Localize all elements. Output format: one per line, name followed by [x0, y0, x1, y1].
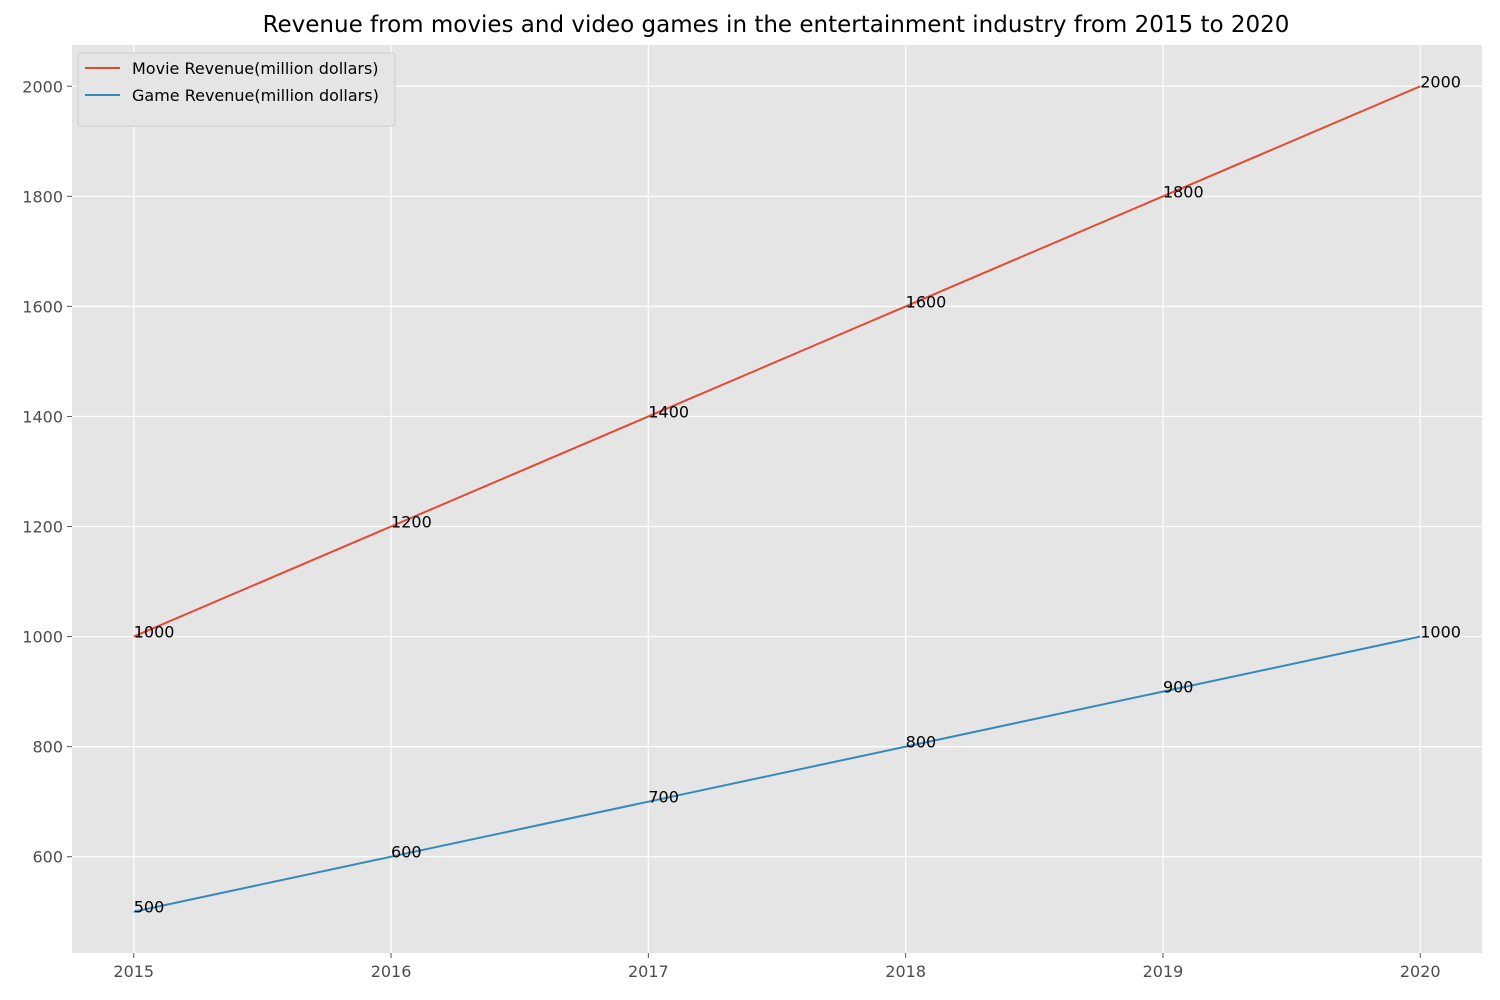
data-label: 800 [906, 733, 937, 752]
x-tick-label: 2020 [1400, 962, 1441, 981]
series-line-1 [133, 85, 1421, 638]
legend-label-2: Game Revenue(million dollars) [132, 86, 379, 105]
data-label: 1000 [1420, 623, 1461, 642]
x-tick-label: 2018 [885, 962, 926, 981]
x-axis-ticks: 2015 2016 2017 2018 2019 2020 [113, 953, 1441, 981]
data-label: 1000 [134, 623, 175, 642]
legend-label-1: Movie Revenue(million dollars) [132, 59, 379, 78]
plot-area [72, 45, 1482, 953]
data-label: 600 [391, 843, 422, 862]
x-tick-label: 2016 [371, 962, 412, 981]
y-tick-label: 1000 [22, 628, 63, 647]
y-tick-label: 600 [32, 848, 63, 867]
y-tick-label: 1200 [22, 518, 63, 537]
data-labels: 1000 1200 1400 1600 1800 2000 500 600 700 800 900 1… [134, 72, 1461, 916]
y-tick-label: 1800 [22, 187, 63, 206]
series-line-2 [133, 635, 1421, 913]
data-label: 2000 [1420, 72, 1461, 91]
data-label: 1600 [906, 292, 947, 311]
legend: Movie Revenue(million dollars) Game Reven… [77, 52, 396, 127]
series-group [133, 85, 1421, 913]
x-tick-label: 2017 [628, 962, 669, 981]
y-axis-ticks: 600 800 1000 1200 1400 1600 1800 2000 [22, 77, 72, 867]
y-tick-label: 1400 [22, 407, 63, 426]
chart-title: Revenue from movies and video games in t… [262, 12, 1290, 38]
grid [72, 45, 1482, 953]
data-label: 1800 [1163, 182, 1204, 201]
data-label: 700 [648, 788, 679, 807]
y-tick-label: 2000 [22, 77, 63, 96]
data-label: 500 [134, 898, 165, 917]
data-label: 900 [1163, 678, 1194, 697]
legend-box [77, 52, 396, 127]
y-tick-label: 800 [32, 738, 63, 757]
data-label: 1400 [648, 402, 689, 421]
data-label: 1200 [391, 513, 432, 532]
y-tick-label: 1600 [22, 297, 63, 316]
x-tick-label: 2019 [1143, 962, 1184, 981]
x-tick-label: 2015 [113, 962, 154, 981]
